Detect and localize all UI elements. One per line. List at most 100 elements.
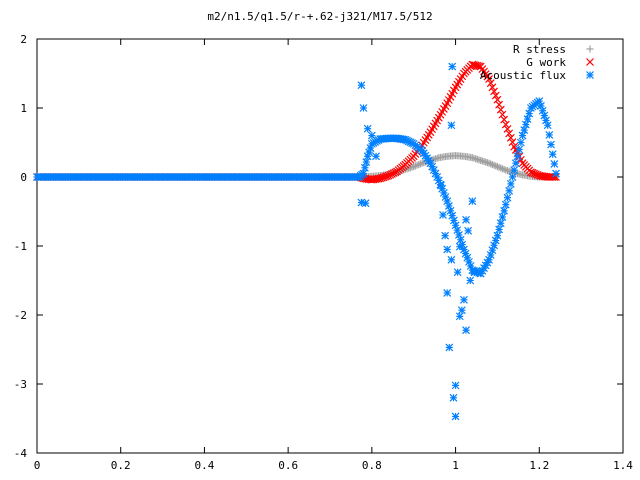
x-tick-label: 0.6 bbox=[278, 459, 298, 472]
data-point-series-0 bbox=[500, 165, 508, 173]
data-point-series-0 bbox=[493, 163, 501, 171]
data-point-series-1 bbox=[500, 115, 509, 124]
x-tick-label: 0.2 bbox=[111, 459, 131, 472]
data-point-series-2 bbox=[525, 109, 534, 118]
data-point-series-3 bbox=[455, 312, 464, 321]
data-point-series-2 bbox=[500, 206, 509, 215]
data-point-series-0 bbox=[497, 164, 505, 172]
data-point-series-3 bbox=[457, 306, 466, 315]
data-point-series-1 bbox=[485, 75, 493, 83]
data-point-series-2 bbox=[465, 257, 473, 266]
data-point-series-2 bbox=[505, 186, 514, 195]
data-point-series-0 bbox=[487, 160, 495, 168]
data-point-series-3 bbox=[470, 268, 479, 277]
data-point-series-0 bbox=[416, 160, 424, 168]
data-point-series-2 bbox=[456, 235, 465, 244]
data-point-series-2 bbox=[441, 193, 450, 201]
data-point-series-2 bbox=[545, 130, 554, 139]
legend-label: R stress bbox=[513, 43, 566, 56]
y-tick-label: 0 bbox=[20, 171, 27, 184]
data-point-series-2 bbox=[543, 121, 552, 130]
data-point-series-2 bbox=[496, 219, 505, 228]
data-point-series-1 bbox=[490, 87, 499, 96]
data-point-series-2 bbox=[365, 148, 373, 157]
x-tick-label: 0.8 bbox=[362, 459, 382, 472]
data-point-series-3 bbox=[455, 242, 464, 251]
data-point-series-2 bbox=[511, 159, 520, 168]
data-point-series-3 bbox=[367, 131, 376, 140]
data-point-series-3 bbox=[447, 255, 456, 264]
data-point-series-1 bbox=[493, 95, 502, 104]
data-point-series-3 bbox=[445, 343, 454, 352]
data-point-series-0 bbox=[488, 161, 496, 169]
data-point-series-1 bbox=[508, 138, 517, 147]
data-point-series-0 bbox=[492, 162, 500, 170]
data-point-series-2 bbox=[550, 159, 559, 168]
x-tick-label: 0.4 bbox=[194, 459, 214, 472]
data-point-series-3 bbox=[448, 62, 457, 71]
data-point-series-3 bbox=[453, 268, 462, 277]
chart-title: m2/n1.5/q1.5/r-+.62-j321/M17.5/512 bbox=[207, 10, 432, 23]
data-point-series-1 bbox=[486, 79, 495, 88]
data-point-series-0 bbox=[490, 161, 498, 169]
data-point-series-3 bbox=[468, 197, 477, 206]
data-point-series-1 bbox=[498, 110, 507, 119]
data-point-series-2 bbox=[552, 169, 560, 178]
y-tick-label: 1 bbox=[20, 102, 27, 115]
data-point-series-3 bbox=[451, 381, 460, 390]
data-point-series-3 bbox=[466, 276, 475, 285]
data-point-series-0 bbox=[413, 161, 421, 169]
data-point-series-0 bbox=[411, 162, 419, 170]
data-point-series-2 bbox=[508, 173, 517, 181]
data-point-series-3 bbox=[436, 181, 445, 190]
legend-marker bbox=[586, 45, 594, 53]
plot-border bbox=[36, 38, 624, 454]
y-tick-label: -4 bbox=[14, 447, 28, 460]
data-points bbox=[33, 60, 560, 421]
y-tick-label: -3 bbox=[14, 378, 27, 391]
data-point-series-3 bbox=[462, 326, 470, 335]
data-point-series-2 bbox=[501, 200, 510, 209]
data-point-series-3 bbox=[361, 199, 370, 208]
data-point-series-2 bbox=[547, 140, 555, 149]
data-point-series-0 bbox=[495, 163, 503, 171]
data-point-series-2 bbox=[498, 213, 507, 221]
data-point-series-2 bbox=[523, 115, 532, 123]
data-point-series-1 bbox=[503, 125, 512, 133]
data-point-series-3 bbox=[372, 152, 380, 161]
data-point-series-0 bbox=[415, 161, 423, 169]
data-point-series-3 bbox=[464, 226, 473, 235]
data-point-series-3 bbox=[462, 215, 470, 224]
y-tick-label: -1 bbox=[14, 240, 27, 253]
data-point-series-3 bbox=[359, 104, 368, 112]
data-point-series-2 bbox=[493, 231, 502, 240]
data-point-series-1 bbox=[501, 120, 510, 129]
data-point-series-2 bbox=[360, 163, 369, 172]
y-tick-label: -2 bbox=[14, 309, 27, 322]
x-tick-label: 1.2 bbox=[529, 459, 549, 472]
data-point-series-2 bbox=[485, 255, 493, 264]
data-point-series-2 bbox=[518, 131, 527, 140]
data-point-series-3 bbox=[363, 124, 372, 133]
legend-marker bbox=[586, 58, 594, 66]
data-point-series-0 bbox=[498, 165, 506, 173]
data-point-series-2 bbox=[439, 188, 448, 197]
axis-ticks: 0 0.2 0.4 0.6 0.8 1 1.2 1.4 2 1 0 -1 -2 -3 -4 bbox=[14, 33, 634, 472]
legend-marker bbox=[586, 71, 594, 79]
data-point-series-2 bbox=[540, 111, 549, 120]
data-point-series-2 bbox=[359, 169, 368, 178]
data-point-series-1 bbox=[506, 133, 515, 142]
data-point-series-2 bbox=[520, 126, 529, 135]
x-tick-label: 0 bbox=[34, 459, 41, 472]
legend-label: Acoustic flux bbox=[480, 69, 566, 82]
data-point-series-3 bbox=[451, 412, 460, 421]
data-point-series-2 bbox=[548, 150, 557, 159]
data-point-series-2 bbox=[513, 152, 522, 161]
data-point-series-0 bbox=[485, 159, 493, 167]
data-point-series-3 bbox=[447, 121, 456, 130]
data-point-series-2 bbox=[510, 166, 519, 175]
data-point-series-2 bbox=[535, 97, 544, 106]
x-tick-label: 1 bbox=[452, 459, 459, 472]
data-point-series-1 bbox=[496, 105, 505, 114]
